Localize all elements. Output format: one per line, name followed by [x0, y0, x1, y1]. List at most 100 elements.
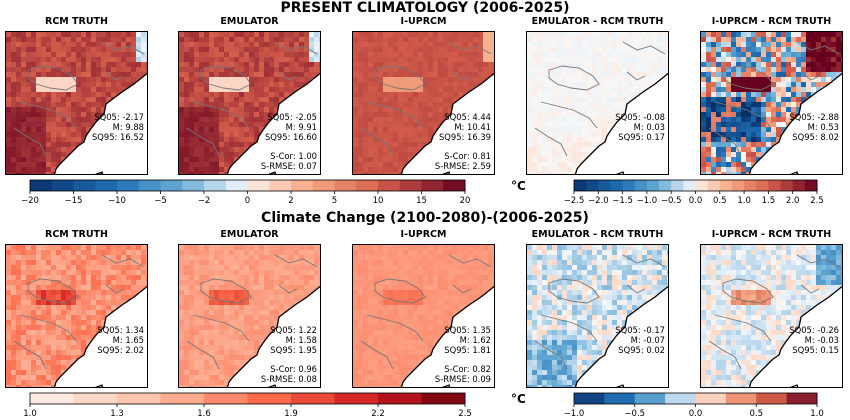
elevation-contour — [540, 314, 598, 342]
colorbar-segment — [204, 393, 248, 404]
stat-value: SQ05: -0.26 — [789, 325, 839, 335]
stat-value: SQ95: 0.02 — [618, 345, 665, 355]
colorbar-segment — [51, 180, 74, 191]
temperature-map — [353, 32, 494, 174]
elevation-contour — [714, 101, 772, 129]
elevation-contour — [722, 278, 774, 304]
stat-value: SQ05: 4.44 — [444, 112, 491, 122]
elevation-contour — [800, 284, 820, 294]
map-frame — [178, 244, 321, 388]
elevation-contour — [622, 41, 666, 55]
colorbar-tick-label: 2 — [288, 196, 293, 206]
stat-value: M: 0.53 — [807, 122, 839, 132]
elevation-contour — [101, 254, 145, 268]
panel-title: RCM TRUTH — [45, 16, 108, 27]
elevation-contour — [19, 101, 77, 129]
coastline — [226, 285, 320, 387]
temperature-map — [701, 245, 842, 387]
colorbar-segment — [182, 180, 205, 191]
stat-value: SQ95: 1.95 — [270, 345, 317, 355]
elevation-contour — [708, 127, 742, 157]
colorbar-tick-label: −15 — [65, 196, 83, 206]
colorbar-segment — [671, 180, 684, 191]
metric-value: S-RMSE: 2.59 — [434, 161, 491, 171]
metric-value: S-Cor: 1.00 — [270, 151, 317, 161]
colorbar-segment — [731, 180, 745, 191]
colorbar-tick-label: 2.5 — [458, 409, 472, 419]
elevation-contour — [274, 254, 318, 268]
island-outline — [789, 171, 799, 174]
colorbar-segment — [138, 180, 161, 191]
colorbar-tick-label: 10 — [373, 196, 384, 206]
colorbar-segment — [378, 393, 422, 404]
colorbar-tick-label: 2.0 — [786, 196, 800, 206]
panel-title: I-UPRCM — [400, 16, 447, 27]
temperature-map — [701, 32, 842, 174]
stats-spacer — [435, 142, 491, 151]
colorbar-tick-label: 20 — [460, 196, 471, 206]
colorbar-tick-label: −20 — [21, 196, 39, 206]
coastline — [574, 72, 668, 174]
colorbar-segment — [622, 180, 636, 191]
stats-box: SQ05: -2.17 M: 9.88 SQ95: 16.52 — [92, 112, 144, 142]
colorbar-tick-label: 1.6 — [197, 409, 211, 419]
stats-box: SQ05: 1.34 M: 1.65 SQ95: 2.02 — [97, 325, 144, 355]
coastline — [226, 72, 320, 174]
colorbar-segment — [725, 393, 757, 404]
colorbar-tick-label: 1.9 — [284, 409, 298, 419]
colorbar-segment — [804, 180, 818, 191]
stat-value: SQ05: -0.17 — [615, 325, 665, 335]
colorbar-tick-label: −0.5 — [661, 196, 682, 206]
colorbar-tick-label: 0.5 — [713, 196, 727, 206]
colorbar-segment — [744, 180, 757, 191]
elevation-contour — [548, 65, 600, 91]
stat-value: SQ05: -0.08 — [615, 112, 665, 122]
colorbar-segment — [780, 180, 794, 191]
map-panel: RCM TRUTH SQ05: -2.17 M: 9.88 SQ95: 16.52 — [5, 16, 148, 175]
unit-label: °C — [511, 392, 526, 406]
stats-box: SQ05: 1.22 M: 1.58 SQ95: 1.95 S-Cor: 0.96 S-… — [261, 325, 317, 384]
colorbar-segment — [356, 180, 379, 191]
stat-value: SQ95: 1.81 — [444, 345, 491, 355]
map-frame — [526, 31, 669, 175]
colorbar-tick-label: 15 — [416, 196, 427, 206]
colorbar-segment — [73, 393, 118, 404]
elevation-contour — [13, 340, 47, 370]
stats-spacer — [261, 142, 317, 151]
colorbar-segment — [247, 393, 292, 404]
elevation-contour — [722, 65, 774, 91]
temperature-map — [179, 245, 320, 387]
unit-label: °C — [511, 179, 526, 193]
map-panel: EMULATOR - RCM TRUTH SQ05: -0.08 M: 0.03 SQ… — [526, 16, 669, 175]
elevation-contour — [105, 284, 125, 294]
metric-value: S-RMSE: 0.07 — [260, 161, 317, 171]
elevation-contour — [186, 340, 220, 370]
stat-value: SQ05: 1.22 — [270, 325, 317, 335]
map-panel: I-UPRCM - RCM TRUTH SQ05: -0.26 M: -0.03 SQ… — [700, 229, 843, 388]
colorbar-tick-label: −2.5 — [564, 196, 585, 206]
map-frame — [178, 31, 321, 175]
colorbar-segment — [399, 180, 422, 191]
row-title-present: PRESENT CLIMATOLOGY (2006-2025) — [280, 0, 570, 16]
island-outline — [94, 384, 104, 387]
elevation-contour — [708, 340, 742, 370]
colorbar-tick-label: −2 — [198, 196, 211, 206]
colorbar-segment — [786, 393, 818, 404]
elevation-contour — [200, 65, 252, 91]
colorbar-tick-label: 0.0 — [689, 196, 703, 206]
stats-box: SQ05: -2.88 M: 0.53 SQ95: 8.02 — [789, 112, 839, 142]
stat-value: M: 1.62 — [459, 335, 491, 345]
temperature-map — [353, 245, 494, 387]
map-frame — [700, 244, 843, 388]
metric-value: S-Cor: 0.81 — [444, 151, 491, 161]
elevation-contour — [360, 127, 394, 157]
elevation-contour — [374, 278, 426, 304]
elevation-contour — [278, 71, 298, 81]
stat-value: M: 9.88 — [112, 122, 144, 132]
colorbar-segment — [574, 393, 605, 404]
elevation-contour — [360, 340, 394, 370]
elevation-contour — [534, 340, 568, 370]
colorbar-tick-label: 1.3 — [110, 409, 124, 419]
colorbar-tick-label: −2.0 — [588, 196, 609, 206]
colorbar-segment — [604, 393, 636, 404]
